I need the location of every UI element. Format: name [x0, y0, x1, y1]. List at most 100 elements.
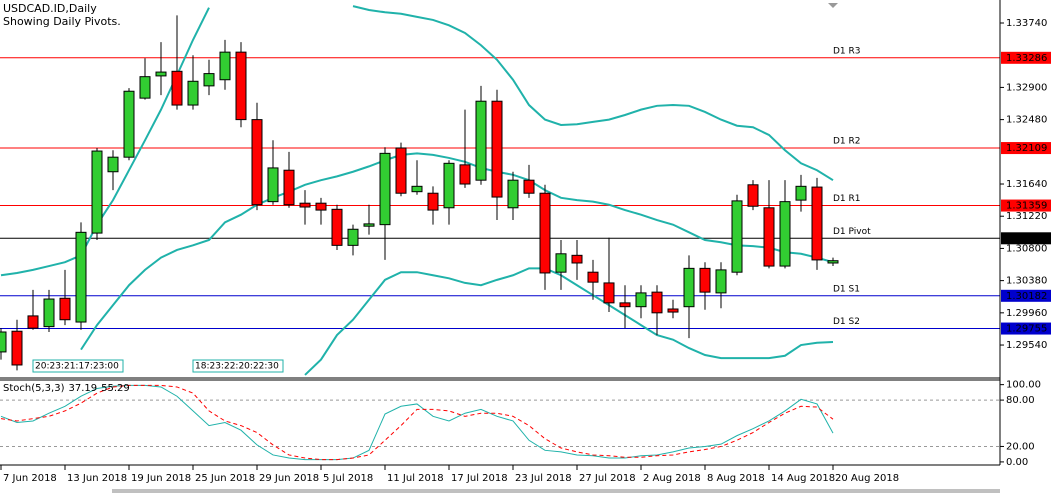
pivot-price-box [1001, 322, 1051, 335]
candle-body [603, 282, 615, 304]
pivot-price-box [1001, 199, 1051, 212]
candle-body [299, 202, 311, 208]
time-label: 18:23:22:20:22:30 [195, 362, 279, 372]
pivot-price-label: 1.32109 [1006, 143, 1047, 154]
pivot-price-label: 1.33286 [1006, 53, 1047, 64]
candle-body [731, 200, 743, 273]
candle-body [715, 269, 727, 294]
y-tick-label: 1.29540 [1006, 340, 1047, 351]
candle-body [75, 231, 87, 323]
x-tick-label: 5 Jul 2018 [323, 473, 373, 484]
candle-body [155, 71, 167, 77]
pivot-price-label: 1.30182 [1006, 291, 1047, 302]
pivot-price-box [1001, 289, 1051, 302]
y-tick-label: 100.00 [1006, 380, 1041, 391]
pivot-note: Showing Daily Pivots. [3, 15, 121, 28]
candle-body [507, 179, 519, 209]
candle-body [651, 291, 663, 314]
candle-body [779, 201, 791, 267]
time-label: 20:23:21:17:23:00 [35, 362, 119, 372]
pivot-price-box [1001, 232, 1051, 245]
candle-body [763, 207, 775, 267]
candle-body [587, 271, 599, 283]
y-tick-label: 1.31220 [1006, 211, 1047, 222]
pivot-name: D1 S2 [833, 317, 860, 327]
candle-body [475, 100, 487, 181]
symbol-title: USDCAD.ID,Daily [3, 2, 97, 15]
x-tick-label: 13 Jun 2018 [67, 473, 127, 484]
stoch-k-value: 37.19 [68, 383, 97, 394]
candle-body [203, 73, 215, 87]
candle-body [363, 223, 375, 227]
x-tick-label: 29 Jun 2018 [259, 473, 319, 484]
x-tick-label: 20 Aug 2018 [835, 473, 899, 484]
stochastic-panel [0, 384, 1000, 461]
indicator-line [80, 152, 834, 351]
stoch-d-value: 55.29 [101, 383, 130, 394]
indicator-line [304, 267, 834, 376]
candle-body [283, 169, 295, 206]
y-tick-label: 1.29960 [1006, 308, 1047, 319]
candle-body [747, 184, 759, 207]
candle-body [667, 308, 679, 313]
pivot-name: D1 S1 [833, 284, 860, 294]
candle-body [267, 167, 279, 203]
x-tick-label: 2 Aug 2018 [643, 473, 701, 484]
candle-body [11, 330, 23, 366]
pivot-name: D1 R1 [833, 194, 861, 204]
y-tick-label: 1.32900 [1006, 82, 1047, 93]
time-label-box [32, 359, 124, 373]
candle-body [171, 70, 183, 106]
candle-body [219, 51, 231, 81]
candle-body [395, 147, 407, 194]
x-tick-label: 23 Jul 2018 [515, 473, 572, 484]
candle-body [347, 228, 359, 246]
price-panel: D1 R3 D1 R2 D1 R1 D1 Pivot D1 S1 D1 S2 20:23:2… [0, 5, 1000, 376]
indicator-line [0, 384, 834, 461]
y-tick-label: 1.30800 [1006, 243, 1047, 254]
candle-body [619, 302, 631, 308]
pivot-price-box [1001, 51, 1051, 64]
pivot-name: D1 R3 [833, 46, 861, 56]
candle-body [523, 179, 535, 194]
y-tick-label: 1.32480 [1006, 115, 1047, 126]
y-tick-label: 80.00 [1006, 395, 1035, 406]
pivot-price-label: 1.29755 [1006, 324, 1047, 335]
x-tick-label: 17 Jul 2018 [451, 473, 508, 484]
candle-body [139, 76, 151, 99]
candle-body [59, 297, 71, 321]
x-tick-label: 8 Aug 2018 [707, 473, 765, 484]
candle-body [315, 202, 327, 211]
candle-body [571, 254, 583, 264]
candle-body [539, 192, 551, 274]
candle-body [43, 298, 55, 328]
y-tick-label: 1.30380 [1006, 276, 1047, 287]
candle-body [411, 185, 423, 193]
candle-body [443, 162, 455, 209]
x-tick-label: 19 Jun 2018 [131, 473, 191, 484]
y-tick-label: 0.00 [1006, 457, 1028, 468]
y-tick-label: 20.00 [1006, 441, 1035, 452]
scrollbar[interactable] [112, 489, 1000, 493]
stoch-title: Stoch(5,3,3) [3, 383, 65, 394]
candle-body [107, 156, 119, 173]
x-tick-label: 11 Jul 2018 [387, 473, 444, 484]
candle-body [811, 186, 823, 261]
pivot-price-label: 1.30932 [1006, 233, 1047, 244]
candle-body [379, 152, 391, 226]
pivot-name: D1 R2 [833, 137, 861, 147]
candle-body [683, 267, 695, 308]
candle-body [235, 51, 247, 121]
candle-body [27, 315, 39, 329]
x-tick-label: 27 Jul 2018 [579, 473, 636, 484]
stoch-label: Stoch(5,3,3) 37.19 55.29 [3, 383, 130, 394]
pivot-price-label: 1.31359 [1006, 201, 1047, 212]
candle-body [795, 185, 807, 201]
indicator-line [0, 384, 834, 461]
time-label-box [192, 359, 284, 373]
candle-body [331, 208, 343, 246]
x-tick-label: 7 Jun 2018 [3, 473, 57, 484]
